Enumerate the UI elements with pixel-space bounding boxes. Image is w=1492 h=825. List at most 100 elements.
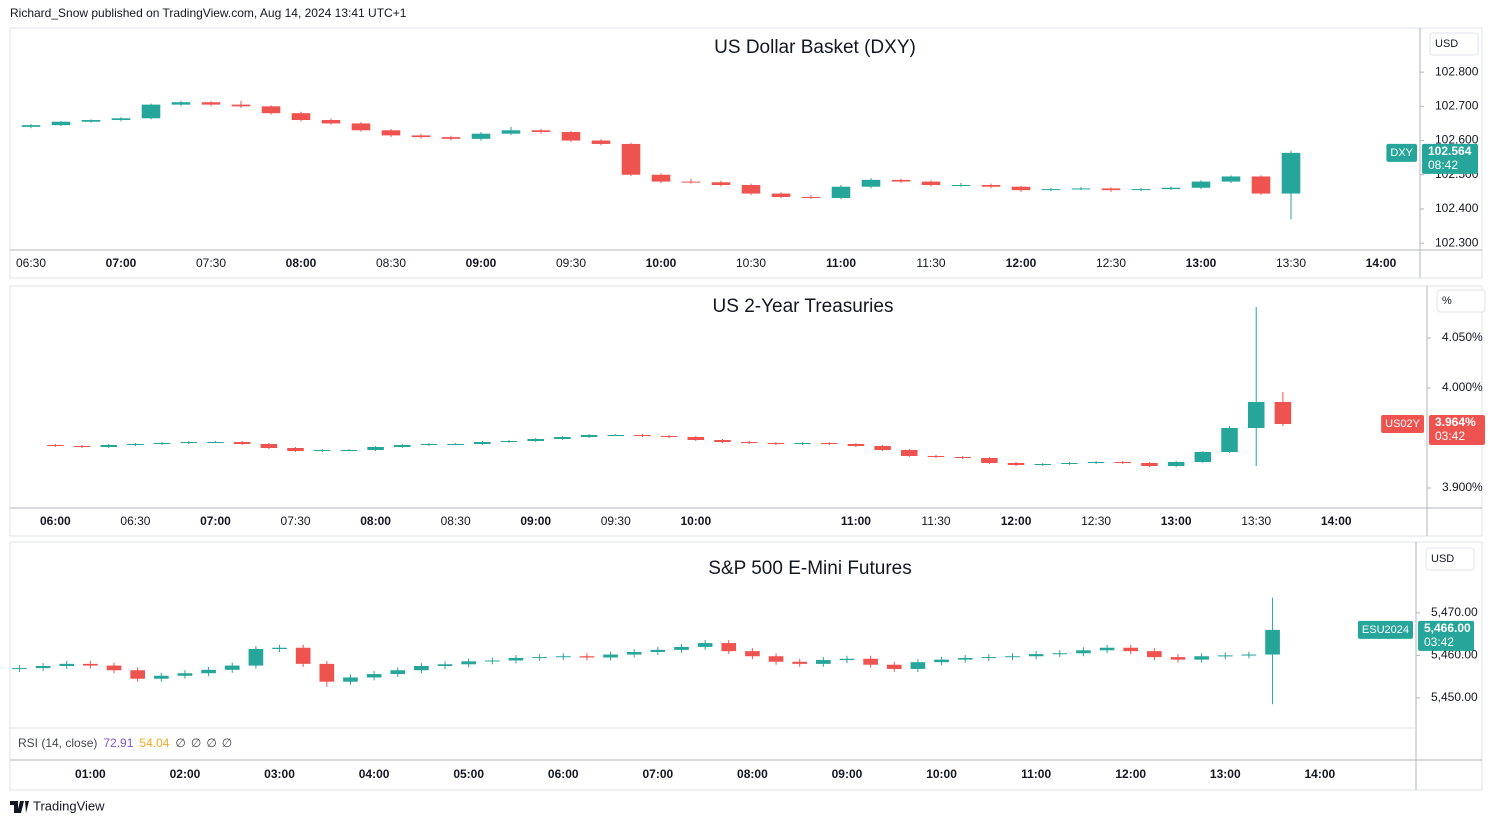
candle-body [981, 185, 1001, 187]
candle-body [291, 113, 311, 121]
x-tick-label: 09:00 [832, 767, 863, 781]
candle-body [1131, 189, 1151, 191]
y-tick-label: 5,460.00 [1431, 648, 1478, 662]
candle-body [561, 131, 581, 141]
candle-body [500, 441, 518, 442]
candle-body [295, 647, 311, 664]
candle-body [927, 456, 945, 457]
candle-body [1034, 464, 1052, 465]
x-tick-label: 14:00 [1321, 514, 1352, 528]
candle-body [591, 140, 611, 144]
candle-body [981, 458, 998, 463]
candle-body [1251, 176, 1271, 194]
candle-body [420, 444, 438, 445]
panel-border [9, 27, 1483, 279]
candle-body [1281, 152, 1301, 194]
candle-body [35, 666, 51, 669]
candle-body [411, 135, 431, 138]
candle-body [319, 663, 335, 682]
candle-body [153, 443, 171, 444]
unit-box [1425, 547, 1475, 571]
indicator-label: RSI (14, close) [18, 736, 97, 750]
candle-body [816, 660, 831, 664]
candle-body [579, 656, 595, 658]
candle-body [141, 104, 161, 119]
candle-body [51, 121, 71, 126]
badge-value-bg [1429, 415, 1485, 445]
candle-body [111, 118, 131, 121]
candle-body [910, 662, 926, 669]
indicator-empty: ∅ [206, 736, 216, 750]
candle-body [272, 647, 287, 650]
candle-body [313, 450, 331, 451]
candle-body [820, 443, 838, 444]
badge-value: 5,466.00 [1424, 621, 1471, 635]
badge-value: 102.564 [1428, 144, 1472, 158]
candle-body [634, 435, 651, 436]
candle-body [745, 651, 760, 657]
unit-label: USD [1431, 553, 1454, 565]
x-tick-label: 07:30 [196, 256, 226, 270]
x-tick-label: 10:00 [646, 256, 677, 270]
candle-body [233, 442, 251, 444]
candle-body [474, 442, 491, 444]
candle-body [1191, 181, 1211, 188]
candle-body [501, 130, 521, 134]
candle-body [21, 125, 41, 127]
candle-body [741, 185, 761, 194]
unit-box [1436, 289, 1486, 313]
candle-body [1241, 654, 1257, 656]
panel-border [9, 285, 1483, 537]
candle-body [366, 674, 382, 678]
candle-body [794, 443, 811, 444]
indicator-value: 72.91 [103, 736, 133, 750]
x-tick-label: 07:00 [106, 256, 137, 270]
candle-body [508, 657, 524, 661]
candle-body [934, 659, 949, 663]
x-tick-label: 14:00 [1366, 256, 1397, 270]
x-tick-label: 08:00 [360, 514, 391, 528]
candle-body [1161, 187, 1181, 190]
candle-body [711, 182, 731, 186]
y-tick-label: 4.000% [1442, 380, 1483, 394]
candle-body [100, 445, 118, 447]
candle-body [740, 442, 758, 443]
candle-body [343, 677, 358, 682]
y-tick-label: 102.600 [1435, 133, 1479, 147]
x-tick-label: 11:00 [826, 256, 856, 270]
y-tick-label: 102.800 [1435, 64, 1479, 78]
x-tick-label: 12:30 [1096, 256, 1126, 270]
x-tick-label: 09:30 [601, 514, 631, 528]
candle-body [921, 181, 941, 186]
candle-body [1011, 186, 1031, 191]
candle-body [201, 669, 216, 674]
candle-body [248, 649, 264, 666]
candle-body [621, 143, 641, 175]
header: Richard_Snow published on TradingView.co… [10, 6, 407, 20]
candle-body [1221, 428, 1238, 452]
y-tick-label: 5,450.00 [1431, 690, 1478, 704]
badge-name-bg [1357, 620, 1413, 639]
candle-body [697, 643, 713, 647]
candle-body [207, 442, 224, 443]
candle-body [580, 435, 598, 437]
candle-body [687, 437, 705, 440]
candle-body [321, 120, 341, 124]
chart-title: US Dollar Basket (DXY) [714, 37, 916, 58]
x-tick-label: 10:00 [680, 514, 711, 528]
chart-panel: % US 2-Year Treasuries 06:00 06:30 07:00 07:3… [9, 285, 1486, 537]
candle-body [414, 666, 429, 671]
x-tick-label: 12:00 [1001, 514, 1032, 528]
candle-body [660, 436, 678, 437]
indicator-empty: ∅ [222, 736, 232, 750]
y-tick-label: 4.050% [1442, 330, 1483, 344]
candle-body [287, 448, 304, 451]
candle-body [714, 440, 731, 442]
badge-countdown: 08:42 [1428, 158, 1458, 172]
x-tick-label: 09:30 [556, 256, 586, 270]
x-tick-label: 13:00 [1186, 256, 1217, 270]
candle-body [954, 457, 971, 458]
y-tick-label: 5,470.00 [1431, 605, 1478, 619]
candle-body [390, 670, 406, 675]
